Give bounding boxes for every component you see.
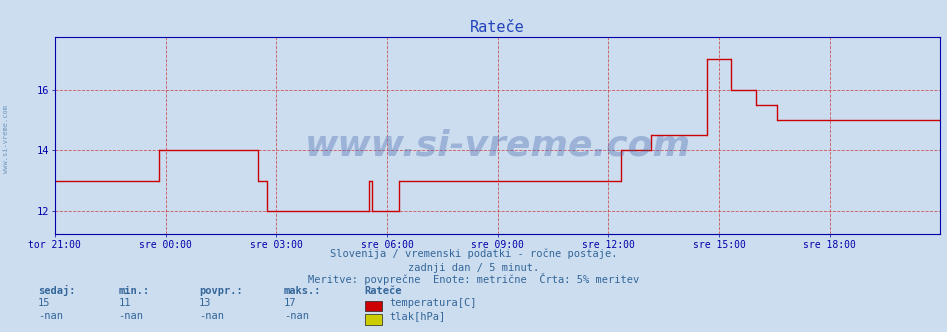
Text: www.si-vreme.com: www.si-vreme.com bbox=[305, 128, 690, 162]
Text: Rateče: Rateče bbox=[365, 286, 402, 296]
Title: Rateče: Rateče bbox=[471, 20, 525, 35]
Text: 13: 13 bbox=[199, 298, 211, 308]
Text: tlak[hPa]: tlak[hPa] bbox=[389, 311, 445, 321]
Text: maks.:: maks.: bbox=[284, 286, 322, 296]
Text: 15: 15 bbox=[38, 298, 50, 308]
Text: -nan: -nan bbox=[38, 311, 63, 321]
Text: -nan: -nan bbox=[199, 311, 223, 321]
Text: 11: 11 bbox=[118, 298, 131, 308]
Text: min.:: min.: bbox=[118, 286, 150, 296]
Text: -nan: -nan bbox=[118, 311, 143, 321]
Text: sedaj:: sedaj: bbox=[38, 285, 76, 296]
Text: Meritve: povprečne  Enote: metrične  Črta: 5% meritev: Meritve: povprečne Enote: metrične Črta:… bbox=[308, 273, 639, 285]
Text: -nan: -nan bbox=[284, 311, 309, 321]
Text: www.si-vreme.com: www.si-vreme.com bbox=[3, 106, 9, 173]
Text: povpr.:: povpr.: bbox=[199, 286, 242, 296]
Text: zadnji dan / 5 minut.: zadnji dan / 5 minut. bbox=[408, 263, 539, 273]
Text: 17: 17 bbox=[284, 298, 296, 308]
Text: temperatura[C]: temperatura[C] bbox=[389, 298, 476, 308]
Text: Slovenija / vremenski podatki - ročne postaje.: Slovenija / vremenski podatki - ročne po… bbox=[330, 249, 617, 259]
